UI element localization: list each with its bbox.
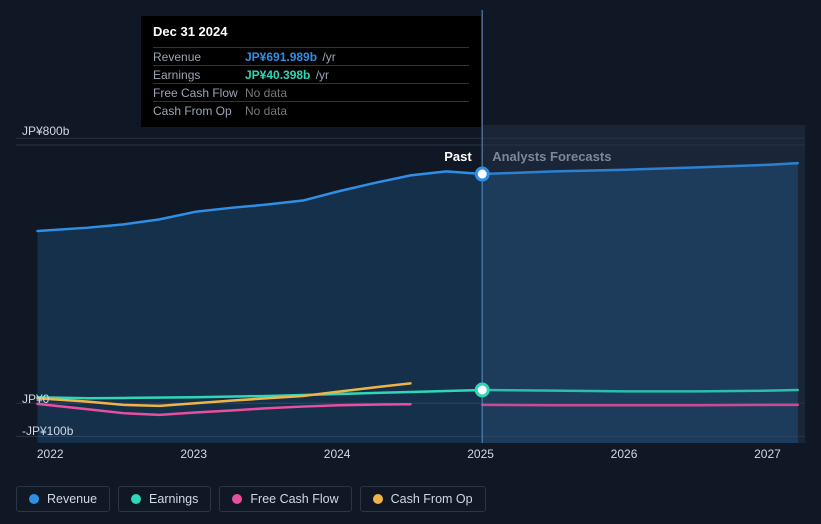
tooltip-row: EarningsJP¥40.398b /yr	[153, 65, 469, 83]
chart-tooltip: Dec 31 2024 RevenueJP¥691.989b /yrEarnin…	[141, 16, 481, 127]
legend-item-earnings[interactable]: Earnings	[118, 486, 211, 512]
legend-item-label: Free Cash Flow	[250, 492, 338, 506]
tooltip-row-value: JP¥40.398b	[245, 68, 310, 82]
section-label-past: Past	[444, 149, 471, 164]
legend-item-revenue[interactable]: Revenue	[16, 486, 110, 512]
tooltip-row-label: Earnings	[153, 68, 245, 82]
chart-legend: Revenue Earnings Free Cash Flow Cash From O…	[16, 486, 486, 512]
legend-item-cfo[interactable]: Cash From Op	[360, 486, 486, 512]
tooltip-row: Free Cash FlowNo data	[153, 83, 469, 101]
tooltip-row-label: Cash From Op	[153, 104, 245, 118]
tooltip-row: RevenueJP¥691.989b /yr	[153, 47, 469, 65]
tooltip-row-unit: /yr	[312, 68, 329, 82]
legend-dot-icon	[131, 494, 141, 504]
x-tick-label: 2025	[467, 447, 494, 461]
legend-item-label: Earnings	[149, 492, 198, 506]
tooltip-row-label: Revenue	[153, 50, 245, 64]
tooltip-date: Dec 31 2024	[153, 24, 469, 43]
x-tick-label: 2023	[180, 447, 207, 461]
legend-item-label: Cash From Op	[391, 492, 473, 506]
y-tick-label: -JP¥100b	[22, 424, 73, 438]
x-tick-label: 2026	[611, 447, 638, 461]
y-tick-label: JP¥800b	[22, 124, 69, 138]
section-label-forecast: Analysts Forecasts	[492, 149, 611, 164]
legend-item-label: Revenue	[47, 492, 97, 506]
x-tick-label: 2027	[754, 447, 781, 461]
legend-item-fcf[interactable]: Free Cash Flow	[219, 486, 351, 512]
legend-dot-icon	[29, 494, 39, 504]
y-tick-label: JP¥0	[22, 392, 49, 406]
legend-dot-icon	[232, 494, 242, 504]
legend-dot-icon	[373, 494, 383, 504]
tooltip-row-unit: /yr	[319, 50, 336, 64]
tooltip-row-value: JP¥691.989b	[245, 50, 317, 64]
tooltip-row-value: No data	[245, 86, 287, 100]
tooltip-row-label: Free Cash Flow	[153, 86, 245, 100]
x-tick-label: 2024	[324, 447, 351, 461]
x-tick-label: 2022	[37, 447, 64, 461]
tooltip-row-value: No data	[245, 104, 287, 118]
tooltip-row: Cash From OpNo data	[153, 101, 469, 119]
